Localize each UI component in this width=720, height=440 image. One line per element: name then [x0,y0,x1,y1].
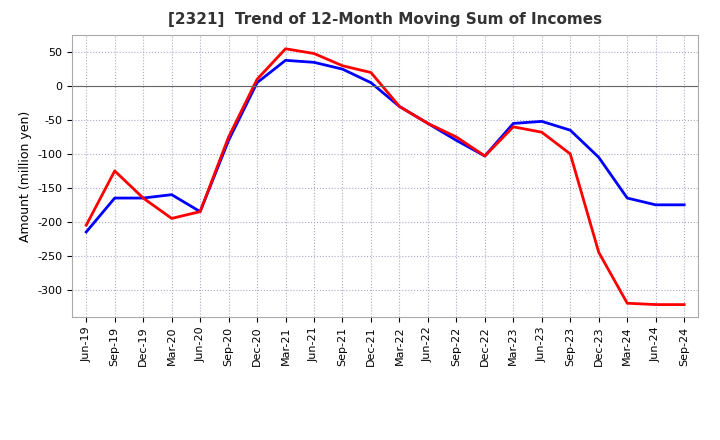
Net Income [82,223,91,228]
Net Income [338,63,347,68]
Ordinary Income [537,119,546,124]
Net Income [310,51,318,56]
Net Income [652,302,660,307]
Net Income [225,134,233,139]
Ordinary Income [595,155,603,160]
Ordinary Income [310,60,318,65]
Ordinary Income [395,104,404,109]
Net Income [282,46,290,51]
Net Income [167,216,176,221]
Net Income [566,151,575,157]
Net Income [623,301,631,306]
Ordinary Income [366,80,375,85]
Title: [2321]  Trend of 12-Month Moving Sum of Incomes: [2321] Trend of 12-Month Moving Sum of I… [168,12,602,27]
Ordinary Income [423,121,432,126]
Net Income [196,209,204,214]
Ordinary Income [623,195,631,201]
Net Income [139,195,148,201]
Ordinary Income [282,58,290,63]
Ordinary Income [338,66,347,72]
Net Income [595,249,603,255]
Net Income [253,77,261,82]
Ordinary Income [452,138,461,143]
Ordinary Income [480,154,489,159]
Y-axis label: Amount (million yen): Amount (million yen) [19,110,32,242]
Ordinary Income [167,192,176,197]
Line: Net Income: Net Income [86,49,684,304]
Ordinary Income [82,229,91,235]
Net Income [110,168,119,173]
Ordinary Income [225,138,233,143]
Net Income [395,104,404,109]
Net Income [452,134,461,139]
Ordinary Income [110,195,119,201]
Ordinary Income [139,195,148,201]
Line: Ordinary Income: Ordinary Income [86,60,684,232]
Net Income [680,302,688,307]
Ordinary Income [196,209,204,214]
Net Income [537,130,546,135]
Ordinary Income [509,121,518,126]
Ordinary Income [253,80,261,85]
Net Income [509,124,518,129]
Ordinary Income [652,202,660,208]
Net Income [366,70,375,75]
Net Income [480,154,489,159]
Ordinary Income [680,202,688,208]
Ordinary Income [566,128,575,133]
Net Income [423,121,432,126]
